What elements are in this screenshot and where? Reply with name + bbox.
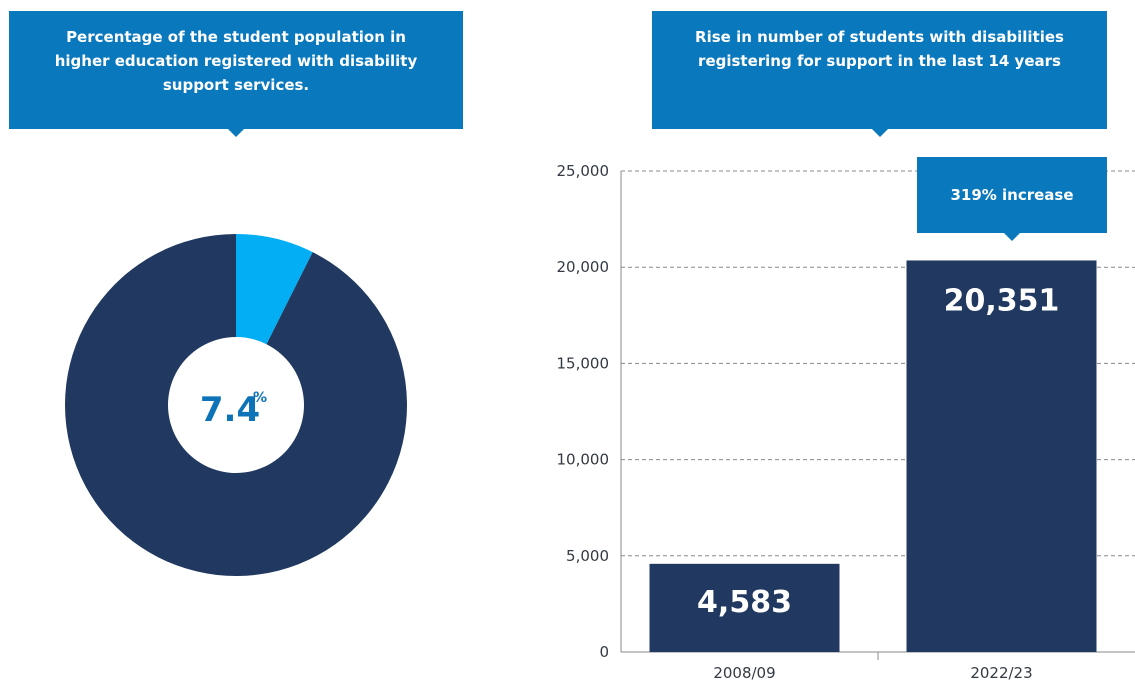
y-tick-label: 20,000 — [557, 258, 610, 276]
donut-center-value: 7.4 — [200, 390, 260, 430]
donut-chart: 7.4% — [64, 234, 407, 576]
y-tick-label: 0 — [599, 643, 609, 661]
bar-value-label: 4,583 — [697, 585, 792, 620]
bar-chart: 0 5,000 10,000 15,000 20,000 25,000 4,583 2008/… — [557, 162, 1135, 682]
bar-chart-title: Rise in number of students with disabili… — [695, 28, 1064, 70]
donut-slice-1 — [236, 234, 313, 345]
donut-title: Percentage of the student population in … — [54, 28, 418, 94]
donut-center-unit: % — [253, 390, 267, 406]
x-tick-label: 2022/23 — [970, 664, 1032, 682]
bar-2008-09 — [649, 563, 840, 652]
increase-annotation-label: 319% increase — [950, 186, 1074, 204]
y-tick-label: 5,000 — [566, 547, 609, 565]
y-tick-label: 15,000 — [557, 354, 610, 372]
bar-value-label: 20,351 — [944, 283, 1060, 318]
y-tick-label: 25,000 — [557, 162, 610, 180]
bar-2022-23 — [906, 260, 1097, 652]
y-tick-label: 10,000 — [557, 451, 610, 469]
donut-slice-2 — [64, 234, 407, 576]
increase-annotation: 319% increase — [917, 157, 1107, 241]
x-tick-label: 2008/09 — [713, 664, 775, 682]
donut-title-callout: Percentage of the student population in … — [9, 11, 463, 137]
bar-title-callout: Rise in number of students with disabili… — [652, 11, 1107, 137]
